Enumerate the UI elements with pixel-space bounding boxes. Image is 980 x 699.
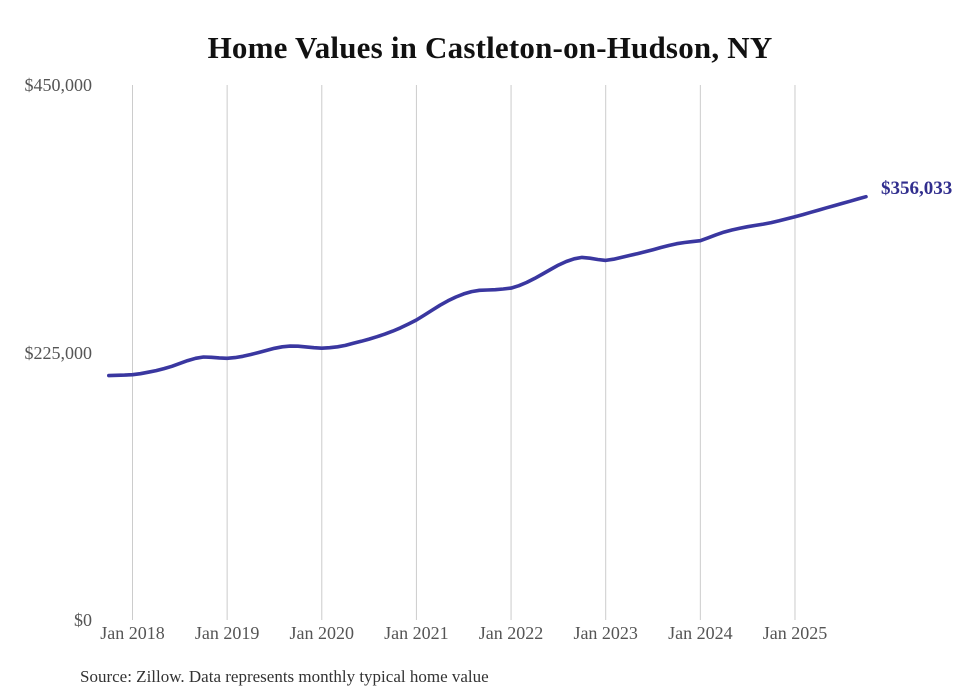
x-tick-label: Jan 2019 xyxy=(194,623,260,643)
y-tick-label: $225,000 xyxy=(24,342,93,363)
source-attribution: Source: Zillow. Data represents monthly … xyxy=(80,667,489,686)
home-value-trend-line xyxy=(107,194,868,378)
y-tick-label: $0 xyxy=(74,610,92,630)
y-tick-label: $450,000 xyxy=(24,75,93,95)
x-tick-label: Jan 2025 xyxy=(762,623,828,643)
x-tick-label: Jan 2020 xyxy=(289,623,355,643)
x-tick-label: Jan 2022 xyxy=(478,623,544,643)
x-tick-label: Jan 2024 xyxy=(668,623,733,643)
current-value-label: $356,033 xyxy=(880,177,953,199)
chart-title: Home Values in Castleton-on-Hudson, NY xyxy=(207,30,773,65)
x-tick-label: Jan 2023 xyxy=(573,623,638,643)
x-tick-label: Jan 2021 xyxy=(384,623,449,643)
x-tick-label: Jan 2018 xyxy=(100,623,165,643)
